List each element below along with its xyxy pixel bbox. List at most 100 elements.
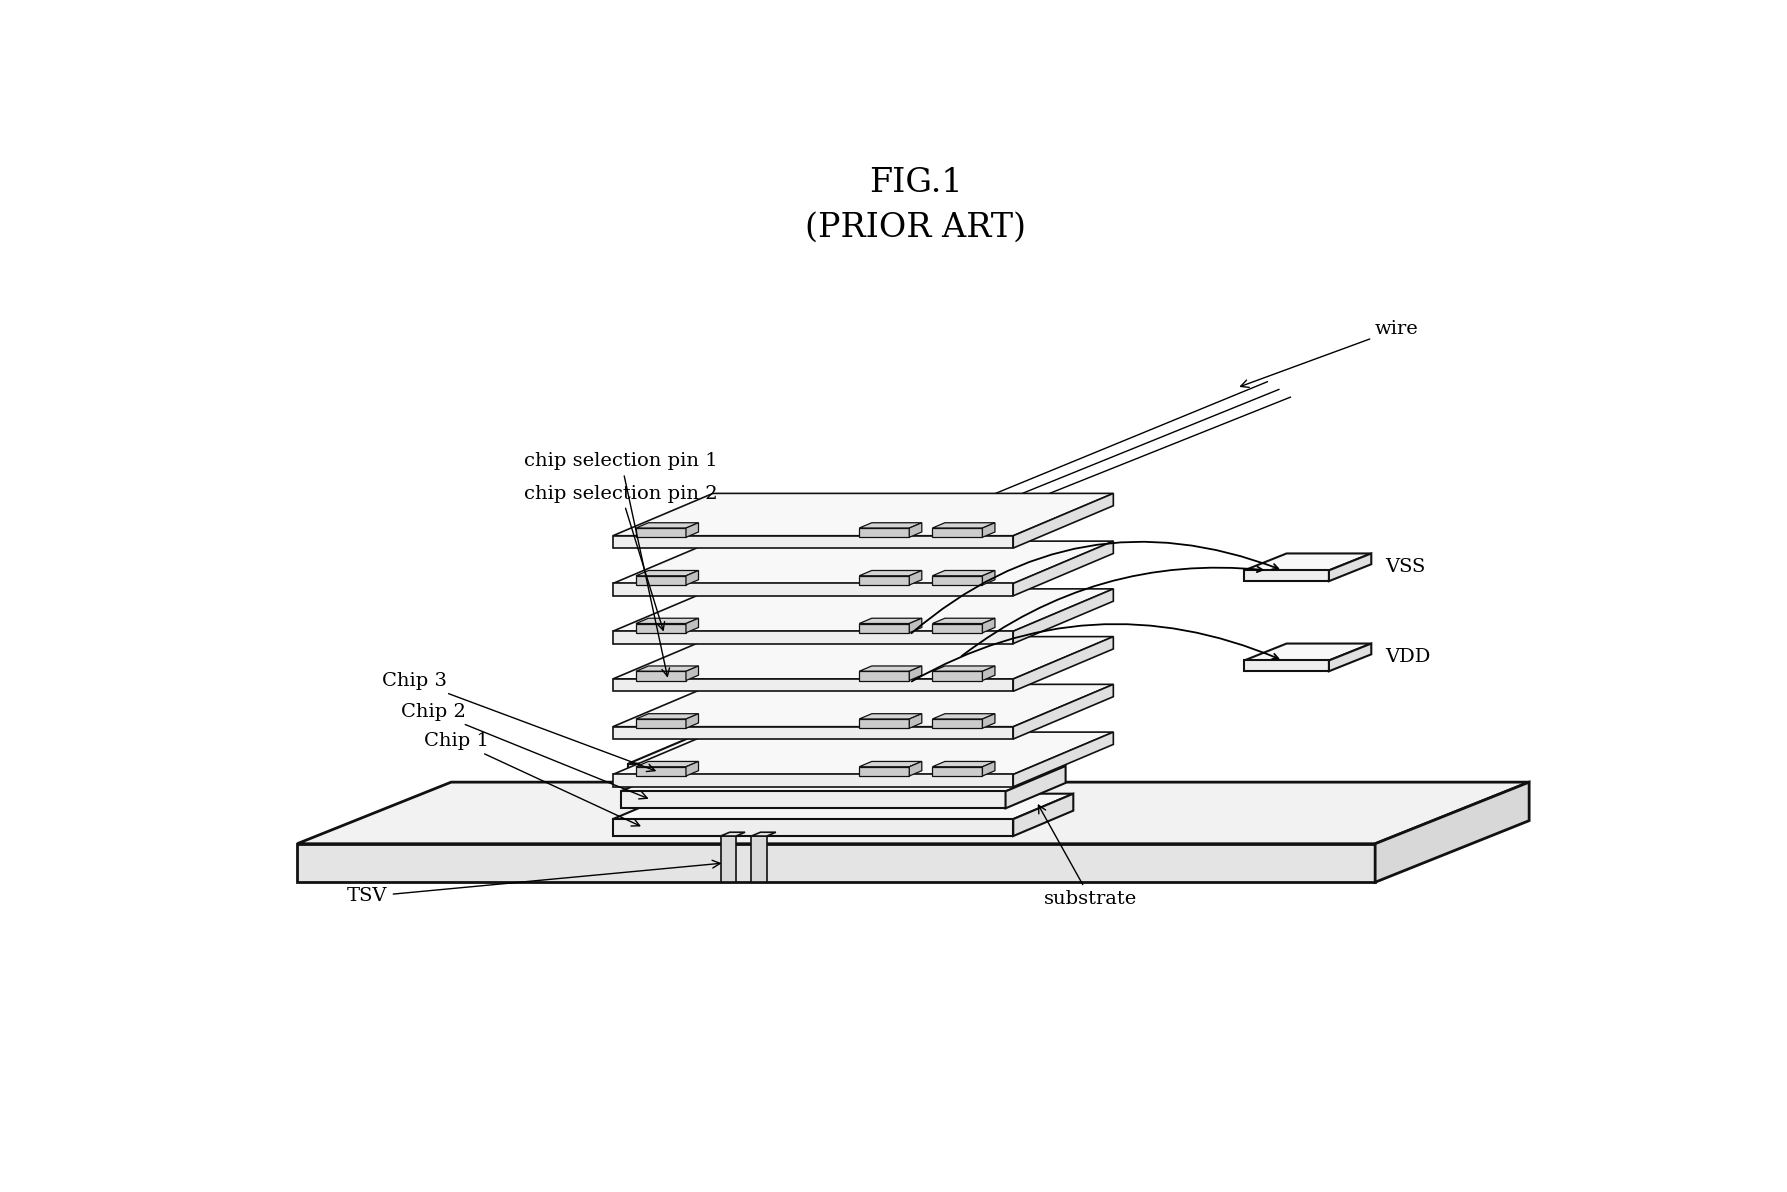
Polygon shape — [860, 671, 910, 681]
Polygon shape — [629, 738, 1058, 764]
Polygon shape — [613, 819, 1013, 836]
Polygon shape — [613, 637, 1113, 679]
Polygon shape — [933, 571, 995, 576]
Polygon shape — [613, 684, 1113, 727]
Polygon shape — [933, 619, 995, 623]
Polygon shape — [997, 738, 1058, 781]
Polygon shape — [695, 644, 708, 679]
Polygon shape — [910, 666, 922, 681]
Polygon shape — [636, 528, 686, 538]
Polygon shape — [297, 782, 1530, 844]
Text: (PRIOR ART): (PRIOR ART) — [804, 212, 1026, 243]
Polygon shape — [1013, 541, 1113, 596]
Polygon shape — [933, 523, 995, 528]
Polygon shape — [1013, 684, 1113, 739]
Polygon shape — [636, 619, 699, 623]
Text: FIG.1: FIG.1 — [868, 167, 961, 199]
Polygon shape — [752, 832, 776, 836]
Text: substrate: substrate — [1038, 805, 1137, 908]
Polygon shape — [620, 791, 1006, 808]
Polygon shape — [860, 528, 910, 538]
Polygon shape — [983, 619, 995, 633]
Polygon shape — [686, 523, 699, 538]
Text: Chip 2: Chip 2 — [400, 703, 647, 799]
Polygon shape — [1244, 644, 1371, 660]
Polygon shape — [720, 832, 745, 836]
Polygon shape — [613, 679, 1013, 691]
Polygon shape — [636, 571, 699, 576]
Polygon shape — [720, 836, 736, 882]
Polygon shape — [613, 589, 1113, 632]
Text: chip selection pin 2: chip selection pin 2 — [524, 485, 718, 631]
Text: VDD: VDD — [1385, 648, 1431, 666]
Polygon shape — [1244, 571, 1330, 582]
Polygon shape — [733, 548, 745, 583]
Polygon shape — [1006, 766, 1065, 808]
Polygon shape — [629, 764, 997, 781]
Polygon shape — [983, 714, 995, 728]
Polygon shape — [860, 571, 922, 576]
Polygon shape — [636, 762, 699, 766]
Polygon shape — [733, 739, 745, 775]
Polygon shape — [910, 523, 922, 538]
Polygon shape — [1330, 644, 1371, 671]
Polygon shape — [933, 766, 983, 776]
Polygon shape — [910, 762, 922, 776]
Polygon shape — [1244, 660, 1330, 671]
Polygon shape — [860, 666, 922, 671]
Polygon shape — [613, 493, 1113, 535]
Polygon shape — [733, 596, 745, 632]
Polygon shape — [636, 576, 686, 585]
Polygon shape — [613, 732, 1113, 775]
Polygon shape — [860, 719, 910, 728]
Polygon shape — [1013, 794, 1074, 836]
Polygon shape — [686, 619, 699, 633]
Polygon shape — [686, 571, 699, 585]
Polygon shape — [1013, 589, 1113, 644]
Polygon shape — [613, 535, 1013, 548]
Text: Chip 3: Chip 3 — [382, 672, 656, 771]
Polygon shape — [983, 666, 995, 681]
Polygon shape — [860, 623, 910, 633]
Polygon shape — [933, 623, 983, 633]
Polygon shape — [636, 523, 699, 528]
Polygon shape — [636, 666, 699, 671]
Polygon shape — [933, 714, 995, 719]
Polygon shape — [686, 666, 699, 681]
Polygon shape — [733, 644, 745, 679]
Polygon shape — [733, 691, 745, 727]
Polygon shape — [613, 794, 1074, 819]
Polygon shape — [695, 548, 708, 583]
Polygon shape — [613, 727, 1013, 739]
Polygon shape — [636, 766, 686, 776]
Polygon shape — [1013, 493, 1113, 548]
Polygon shape — [1330, 553, 1371, 582]
Text: wire: wire — [1240, 319, 1419, 387]
Polygon shape — [983, 523, 995, 538]
Polygon shape — [1376, 782, 1530, 882]
Polygon shape — [933, 528, 983, 538]
Polygon shape — [613, 541, 1113, 583]
Polygon shape — [933, 666, 995, 671]
Polygon shape — [636, 719, 686, 728]
Polygon shape — [860, 766, 910, 776]
Polygon shape — [752, 836, 767, 882]
Polygon shape — [983, 762, 995, 776]
Text: TSV: TSV — [347, 861, 720, 906]
Polygon shape — [686, 714, 699, 728]
Polygon shape — [613, 583, 1013, 596]
Polygon shape — [860, 762, 922, 766]
Polygon shape — [695, 596, 708, 632]
Polygon shape — [860, 576, 910, 585]
Polygon shape — [860, 619, 922, 623]
Polygon shape — [613, 632, 1013, 644]
Polygon shape — [695, 691, 708, 727]
Polygon shape — [910, 571, 922, 585]
Polygon shape — [933, 719, 983, 728]
Text: Chip 1: Chip 1 — [424, 732, 640, 826]
Polygon shape — [933, 671, 983, 681]
Text: VSS: VSS — [1385, 558, 1426, 576]
Polygon shape — [1244, 553, 1371, 571]
Polygon shape — [297, 844, 1376, 882]
Polygon shape — [983, 571, 995, 585]
